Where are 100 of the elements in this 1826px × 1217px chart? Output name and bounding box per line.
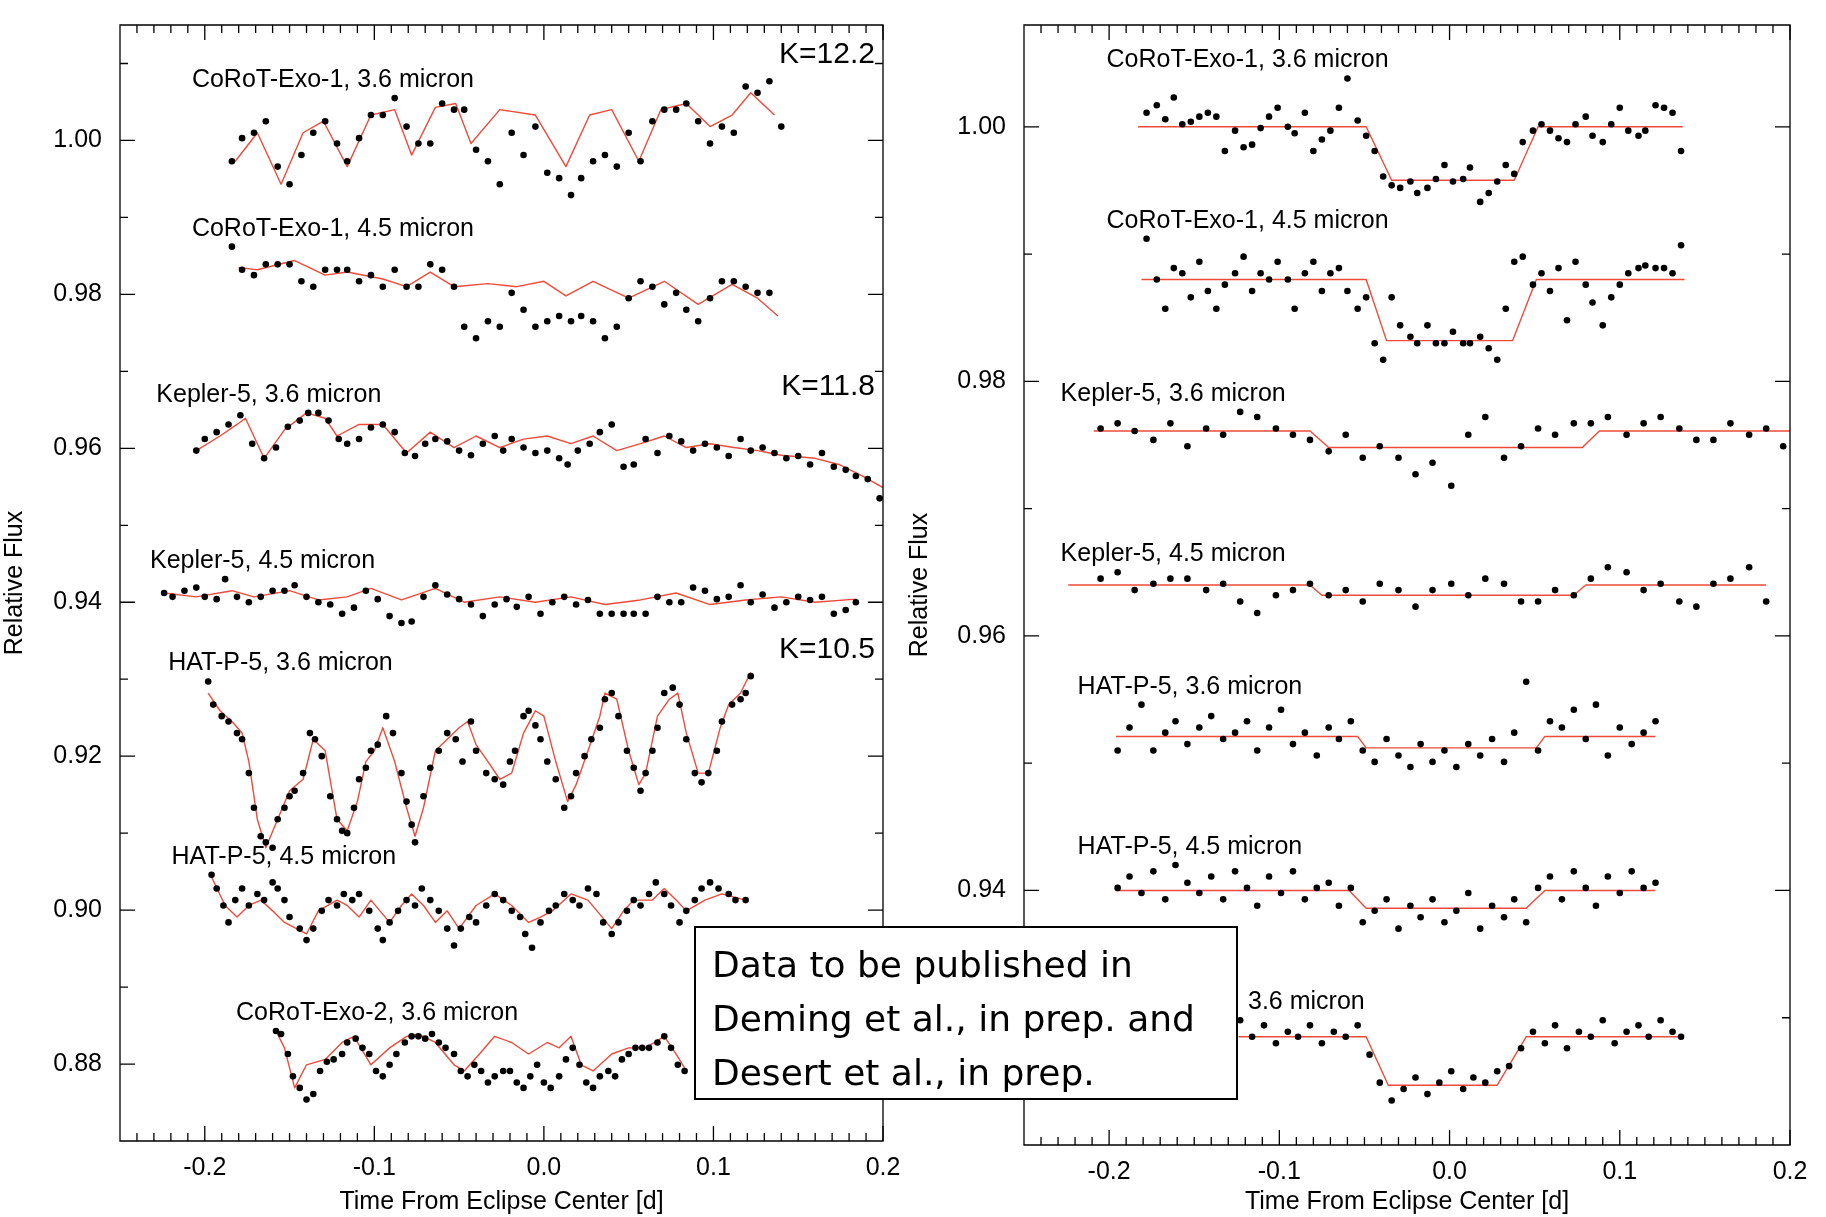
point bbox=[359, 1044, 366, 1052]
point bbox=[1779, 442, 1787, 450]
point bbox=[1464, 889, 1472, 897]
point bbox=[289, 1073, 297, 1080]
point bbox=[1762, 598, 1770, 605]
point bbox=[532, 323, 539, 331]
point bbox=[718, 278, 726, 285]
point bbox=[1138, 701, 1145, 708]
point bbox=[1253, 609, 1261, 617]
point bbox=[379, 1073, 387, 1080]
point bbox=[333, 266, 341, 274]
point bbox=[1482, 413, 1489, 421]
point bbox=[742, 83, 749, 90]
y-tick-label: 0.92 bbox=[53, 740, 102, 769]
series-label: CoRoT-Exo-2, 3.6 micron bbox=[235, 996, 519, 1025]
point bbox=[1441, 747, 1448, 754]
point bbox=[1587, 1033, 1595, 1041]
point bbox=[1693, 603, 1700, 610]
point bbox=[1464, 431, 1472, 439]
point bbox=[1493, 1067, 1501, 1075]
point bbox=[1628, 868, 1635, 875]
point bbox=[637, 157, 644, 165]
series-label: HAT-P-5, 3.6 micron bbox=[168, 647, 393, 676]
point bbox=[1558, 896, 1566, 903]
point bbox=[484, 318, 492, 325]
point bbox=[1219, 580, 1227, 588]
series-label: CoRoT-Exo-1, 4.5 micron bbox=[191, 212, 474, 241]
point bbox=[777, 123, 785, 130]
annotation: K=11.8 bbox=[781, 368, 875, 402]
point bbox=[1570, 868, 1578, 875]
point bbox=[1551, 1022, 1559, 1029]
point bbox=[343, 266, 351, 274]
point bbox=[1453, 907, 1460, 915]
point bbox=[1592, 701, 1600, 708]
point bbox=[228, 243, 236, 250]
point bbox=[543, 318, 551, 325]
point bbox=[660, 106, 668, 113]
point bbox=[1150, 436, 1157, 444]
point bbox=[1592, 902, 1600, 910]
point bbox=[1447, 1067, 1455, 1075]
point bbox=[238, 134, 246, 142]
point bbox=[365, 1050, 373, 1058]
point bbox=[1325, 879, 1332, 887]
point bbox=[1534, 884, 1542, 892]
point bbox=[426, 261, 434, 268]
point bbox=[1294, 1033, 1302, 1041]
series-label: Kepler-5, 4.5 micron bbox=[1060, 538, 1286, 567]
point bbox=[555, 1073, 563, 1080]
point bbox=[1161, 896, 1169, 903]
point bbox=[438, 266, 446, 274]
point bbox=[1551, 431, 1559, 439]
point bbox=[1500, 580, 1508, 588]
point bbox=[1417, 913, 1424, 921]
point bbox=[1575, 1028, 1583, 1036]
point bbox=[1628, 740, 1635, 748]
point bbox=[1464, 591, 1472, 599]
point bbox=[1657, 580, 1664, 588]
point bbox=[1546, 717, 1554, 725]
point bbox=[1652, 717, 1659, 725]
point bbox=[1587, 575, 1595, 582]
point bbox=[718, 123, 726, 130]
point bbox=[298, 278, 305, 285]
point bbox=[228, 157, 236, 165]
point bbox=[321, 117, 329, 125]
point bbox=[1172, 717, 1179, 725]
point bbox=[309, 283, 317, 290]
point bbox=[1657, 1016, 1664, 1024]
point bbox=[1500, 758, 1508, 766]
point bbox=[496, 323, 504, 331]
y-tick-label: 0.88 bbox=[53, 1047, 102, 1076]
point bbox=[601, 151, 609, 159]
point bbox=[1558, 724, 1566, 731]
point bbox=[343, 1039, 351, 1046]
point bbox=[1347, 884, 1355, 892]
point bbox=[1640, 884, 1647, 892]
point bbox=[238, 266, 246, 274]
point bbox=[1114, 884, 1121, 892]
point bbox=[1517, 1044, 1525, 1052]
point bbox=[1447, 482, 1455, 490]
point bbox=[613, 163, 621, 170]
point bbox=[1150, 747, 1157, 754]
point bbox=[766, 289, 773, 297]
point bbox=[605, 1067, 612, 1075]
point bbox=[1657, 413, 1664, 421]
point bbox=[1265, 873, 1273, 880]
point bbox=[1482, 575, 1489, 582]
point bbox=[1167, 420, 1174, 427]
point bbox=[472, 146, 480, 153]
point bbox=[1407, 902, 1414, 910]
point bbox=[1395, 454, 1402, 462]
point bbox=[1517, 598, 1525, 605]
point bbox=[1289, 868, 1297, 875]
point bbox=[403, 123, 410, 130]
point bbox=[1325, 591, 1332, 599]
point bbox=[1676, 598, 1683, 605]
point bbox=[1196, 724, 1203, 731]
point bbox=[1710, 436, 1717, 444]
point bbox=[1272, 591, 1280, 599]
point bbox=[547, 1084, 554, 1092]
point bbox=[1330, 1028, 1338, 1036]
